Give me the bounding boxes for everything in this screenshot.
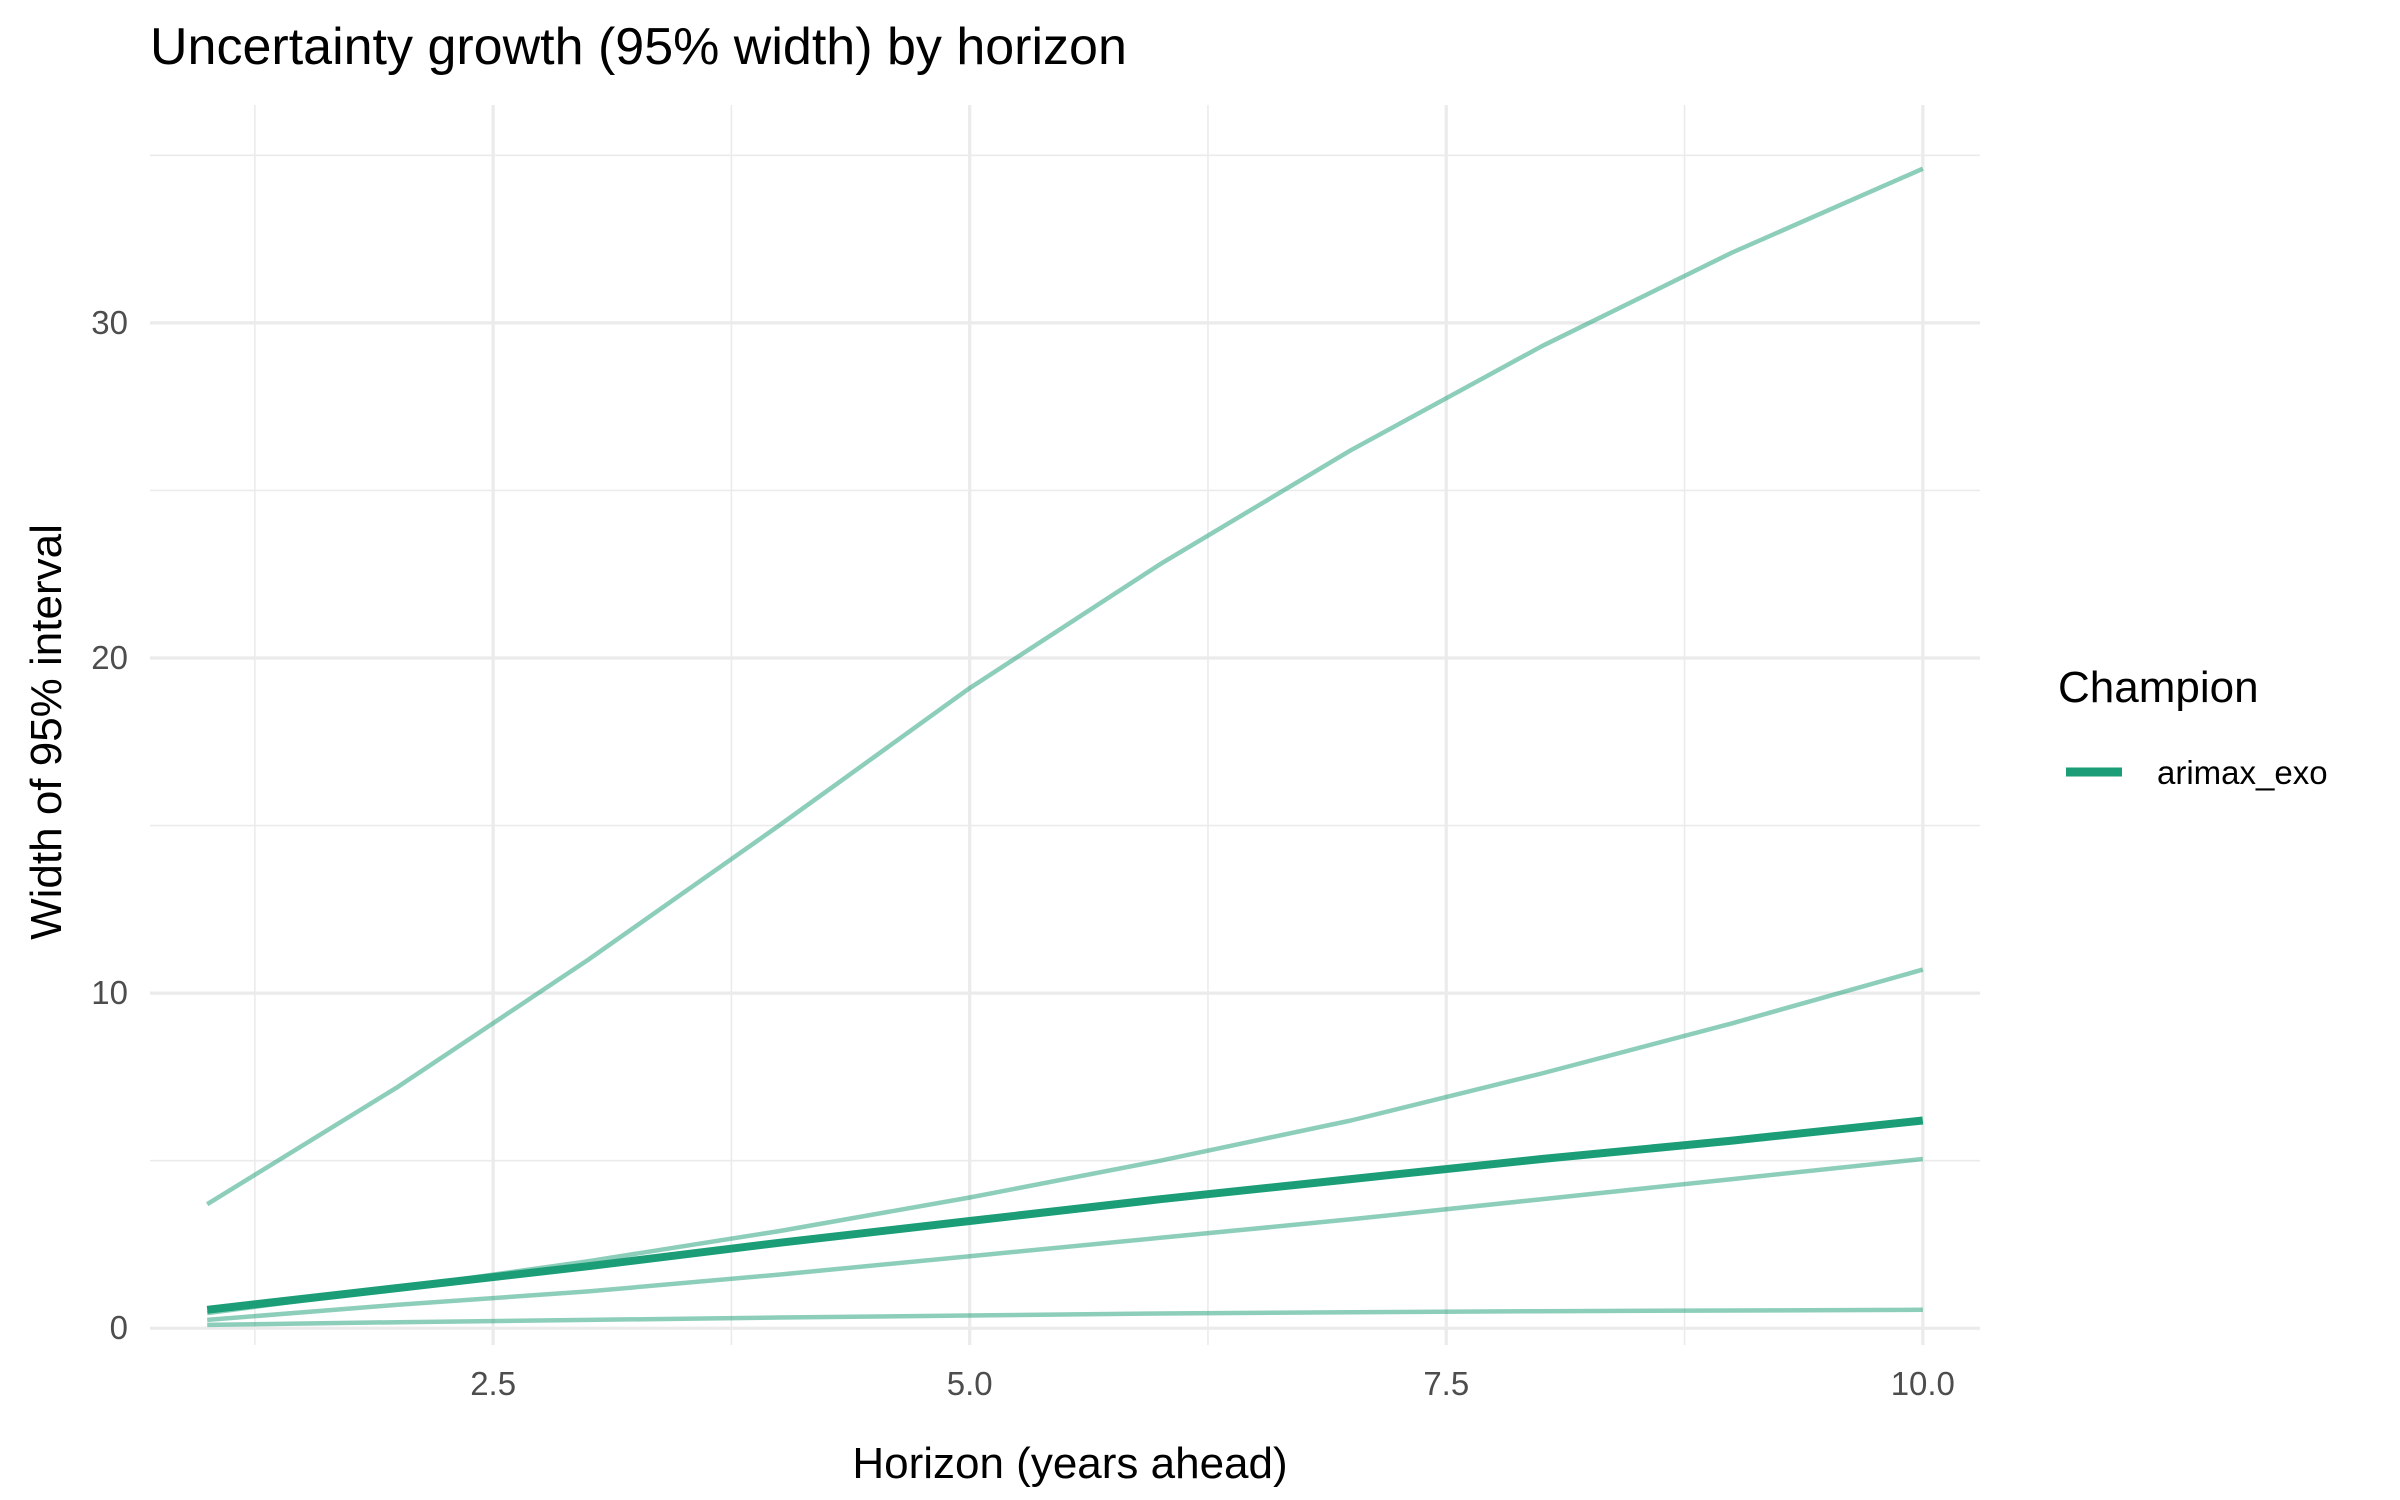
legend-title: Champion (2058, 663, 2259, 712)
chart-title: Uncertainty growth (95% width) by horizo… (150, 18, 1127, 76)
y-tick-label: 10 (91, 974, 128, 1011)
grid-layer (150, 105, 1980, 1345)
axis-layer: 0 10 20 30 2.5 5.0 7.5 10.0 (91, 304, 1955, 1402)
legend-label-arimax-exo: arimax_exo (2157, 754, 2328, 791)
x-axis-title: Horizon (years ahead) (852, 1439, 1287, 1488)
x-tick-label: 7.5 (1423, 1365, 1469, 1402)
y-tick-label: 20 (91, 639, 128, 676)
y-tick-label: 30 (91, 304, 128, 341)
x-tick-label: 5.0 (947, 1365, 993, 1402)
y-tick-label: 0 (110, 1309, 128, 1346)
series-layer (206, 166, 1924, 1328)
series-line-3 (207, 1156, 1924, 1323)
series-line-2 (206, 967, 1924, 1316)
x-tick-label: 10.0 (1891, 1365, 1955, 1402)
x-tick-label: 2.5 (470, 1365, 516, 1402)
series-line-4 (207, 1307, 1923, 1328)
series-line-5 (206, 1116, 1924, 1314)
series-line-1 (206, 166, 1924, 1207)
y-axis-title: Width of 95% interval (22, 524, 71, 940)
legend: Champion arimax_exo (2058, 663, 2328, 791)
